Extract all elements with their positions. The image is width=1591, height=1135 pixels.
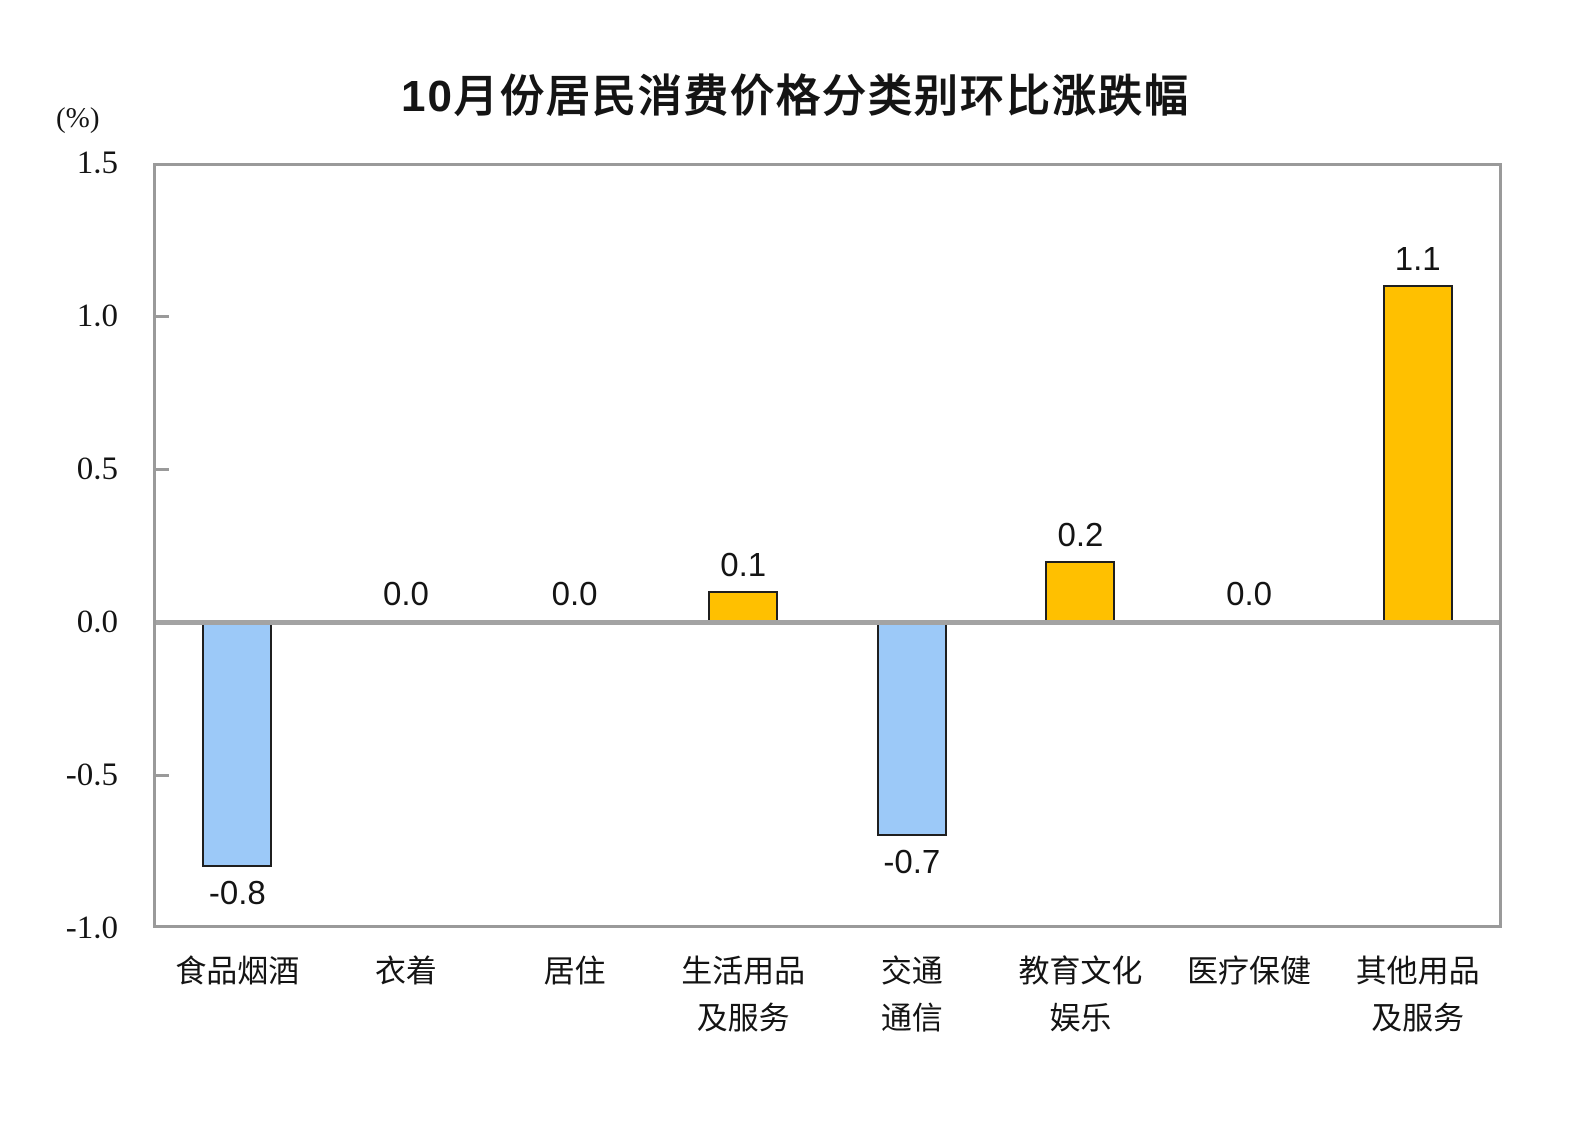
bar-value-label: 0.0 [1226, 575, 1272, 612]
chart-title: 10月份居民消费价格分类别环比涨跌幅 [401, 72, 1190, 121]
bar [202, 620, 273, 867]
bar [1382, 285, 1453, 624]
y-tick-label: -1.0 [65, 910, 118, 946]
bar-value-label: 0.1 [720, 546, 767, 584]
bar [1045, 560, 1116, 624]
zero-line [156, 620, 1499, 625]
bar-value-label: 1.1 [1394, 240, 1441, 278]
y-tick-label: 0.5 [76, 451, 118, 487]
x-category-label: 食品烟酒 [175, 954, 300, 989]
x-category-label: 其他用品 及服务 [1355, 954, 1480, 1036]
y-tick-mark [156, 773, 169, 777]
bar [876, 620, 947, 837]
bar-value-label: -0.7 [883, 843, 941, 881]
y-axis-unit-label: (%) [56, 102, 100, 134]
x-category-label: 衣着 [374, 954, 437, 989]
x-category-label: 教育文化 娱乐 [1018, 954, 1143, 1036]
x-category-label: 生活用品 及服务 [681, 954, 806, 1036]
y-tick-mark [156, 467, 169, 471]
bar-value-label: 0.0 [551, 575, 598, 612]
y-tick-mark [156, 314, 169, 318]
x-category-label: 居住 [543, 954, 606, 989]
x-category-label: 医疗保健 [1187, 954, 1312, 989]
y-tick-label: 0.0 [76, 604, 118, 640]
y-tick-label: -0.5 [65, 757, 118, 793]
bar-value-label: 0.2 [1057, 515, 1104, 553]
x-category-label: 交通 通信 [880, 954, 943, 1036]
y-tick-label: 1.5 [76, 145, 118, 181]
plot-area [153, 163, 1502, 928]
bar-value-label: 0.0 [383, 575, 429, 612]
bar [708, 591, 779, 624]
y-tick-label: 1.0 [76, 298, 118, 334]
bar-value-label: -0.8 [208, 873, 266, 911]
